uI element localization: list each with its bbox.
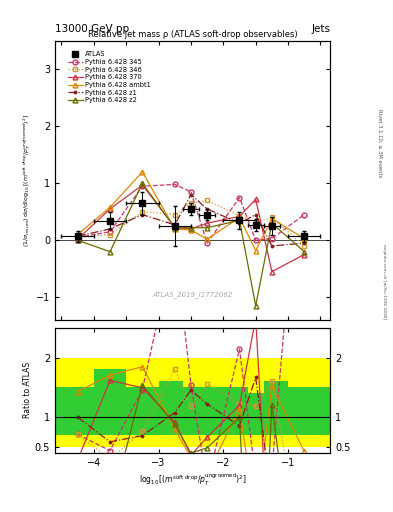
- Y-axis label: $(1/\sigma_{\rm resum})\ \mathrm{d}\sigma/\mathrm{d}\log_{10}[(m^{\rm soft\ drop: $(1/\sigma_{\rm resum})\ \mathrm{d}\sigm…: [22, 114, 33, 247]
- Text: Rivet 3.1.10, ≥ 3M events: Rivet 3.1.10, ≥ 3M events: [377, 109, 382, 178]
- Text: ATLAS_2019_I1772062: ATLAS_2019_I1772062: [152, 291, 233, 297]
- Text: Jets: Jets: [311, 24, 330, 34]
- Y-axis label: Ratio to ATLAS: Ratio to ATLAS: [23, 362, 32, 418]
- Text: 13000 GeV pp: 13000 GeV pp: [55, 24, 129, 34]
- Title: Relative jet mass ρ (ATLAS soft-drop observables): Relative jet mass ρ (ATLAS soft-drop obs…: [88, 30, 298, 39]
- Legend: ATLAS, Pythia 6.428 345, Pythia 6.428 346, Pythia 6.428 370, Pythia 6.428 ambt1,: ATLAS, Pythia 6.428 345, Pythia 6.428 34…: [66, 50, 152, 104]
- X-axis label: $\log_{10}[(m^{\rm soft\ drop}/p_T^{\rm ungroomed})^2]$: $\log_{10}[(m^{\rm soft\ drop}/p_T^{\rm …: [139, 472, 246, 488]
- Text: mcplots.cern.ch [arXiv:1306.3436]: mcplots.cern.ch [arXiv:1306.3436]: [382, 244, 386, 319]
